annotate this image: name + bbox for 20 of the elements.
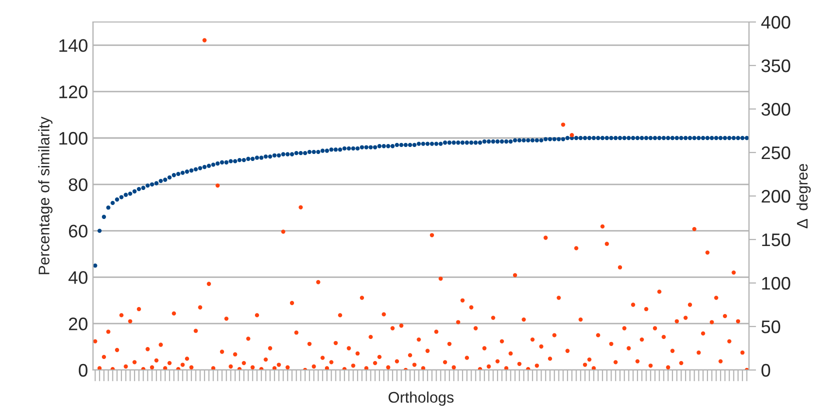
y-tick-label: 0 [78, 364, 88, 377]
y2-tick-label: 400 [761, 16, 790, 29]
y2-tick-label: 0 [762, 364, 770, 377]
y-tick-label: 140 [59, 39, 88, 52]
y-tick-label: 20 [68, 318, 88, 330]
y2-axis-title: Δ degree [796, 164, 811, 228]
x-axis-title: Orthologs [388, 392, 454, 406]
y2-tick-label: 100 [762, 276, 790, 290]
y-tick-label: 120 [59, 86, 88, 98]
y-tick-label: 100 [59, 132, 88, 145]
y2-tick-label: 50 [762, 320, 780, 334]
y2-tick-label: 250 [762, 146, 790, 160]
y-axis-title: Percentage of similarity [38, 116, 52, 274]
y-tick-label: 40 [68, 271, 88, 284]
y-tick-label: 80 [68, 178, 88, 192]
y2-tick-label: 350 [761, 59, 790, 72]
y2-tick-label: 150 [762, 233, 790, 246]
y-tick-label: 60 [68, 224, 88, 238]
y2-tick-label: 200 [762, 190, 790, 203]
y2-tick-label: 300 [761, 102, 790, 116]
